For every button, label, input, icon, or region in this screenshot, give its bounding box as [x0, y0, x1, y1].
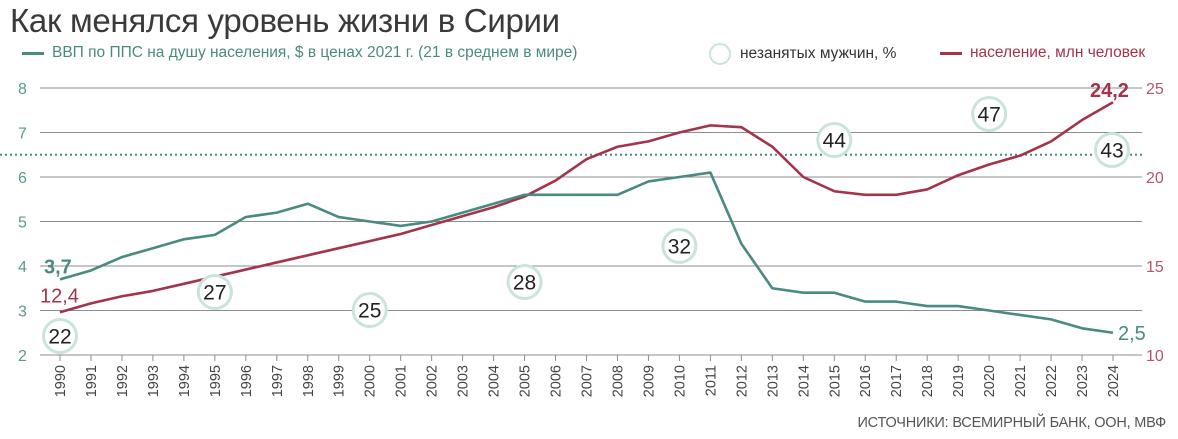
x-tick-label: 2013: [765, 365, 781, 397]
unemployed-circle: [1094, 132, 1130, 168]
gdp-series-line: [59, 171, 1114, 335]
unemployed-value: 25: [358, 300, 381, 323]
x-tick-label: 1997: [270, 365, 286, 397]
legend-unemployed-label: незанятых мужчин, %: [740, 45, 897, 62]
legend-gdp-label: ВВП по ППС на душу населения, $ в ценах …: [52, 44, 578, 61]
unemployed-value: 44: [823, 130, 847, 153]
x-tick-label: 2010: [672, 365, 688, 397]
x-tick-label: 1992: [115, 365, 131, 397]
unemployed-circle: [506, 264, 543, 300]
gdp-line-swatch: [22, 51, 44, 55]
unemployed-circle: [42, 318, 78, 354]
x-tick-label: 1991: [84, 365, 100, 397]
x-tick-label: 2008: [610, 365, 626, 397]
x-tick-label: 2019: [951, 365, 967, 397]
source-note: ИСТОЧНИКИ: ВСЕМИРНЫЙ БАНК, ООН, МВФ: [857, 415, 1166, 431]
x-tick-label: 2006: [549, 365, 565, 397]
x-tick-label: 2023: [1075, 365, 1091, 397]
x-tick-label: 2004: [487, 365, 503, 397]
legend: ВВП по ППС на душу населения, $ в ценах …: [0, 43, 1178, 70]
x-tick-label: 1995: [208, 365, 224, 397]
left-tick-label: 3: [18, 304, 27, 321]
x-tick-label: 2014: [796, 365, 812, 397]
population-line-swatch: [940, 51, 962, 55]
legend-item-population: население, млн человек: [940, 44, 1145, 62]
right-tick-label: 15: [1146, 259, 1164, 276]
x-tick-label: 2020: [982, 365, 998, 397]
left-tick-label: 2: [18, 348, 27, 365]
legend-population-label: население, млн человек: [970, 44, 1146, 61]
x-tick-label: 2005: [518, 365, 534, 397]
left-tick-label: 4: [18, 259, 27, 276]
unemployed-circle: [196, 274, 233, 310]
right-tick-label: 20: [1146, 170, 1164, 187]
population-series-line: [59, 101, 1114, 314]
x-tick-label: 2012: [734, 365, 750, 397]
x-tick-label: 2024: [1106, 365, 1122, 397]
x-tick-label: 2016: [858, 365, 874, 397]
x-tick-label: 1993: [146, 365, 162, 397]
x-tick-label: 1998: [301, 365, 317, 397]
x-tick-label: 2022: [1044, 365, 1060, 397]
x-tick-label: 2007: [580, 365, 596, 397]
legend-item-gdp: ВВП по ППС на душу населения, $ в ценах …: [22, 44, 577, 62]
x-tick-label: 2002: [425, 365, 441, 397]
left-tick-label: 6: [18, 170, 27, 187]
x-tick-label: 2011: [703, 365, 719, 396]
x-tick-label: 1990: [53, 365, 69, 397]
x-tick-label: 2021: [1013, 365, 1029, 397]
gdp-start-label: 3,7: [44, 256, 72, 278]
unemployed-value: 47: [977, 104, 1000, 127]
right-tick-label: 10: [1146, 348, 1164, 365]
gdp-end-label: 2,5: [1118, 323, 1146, 345]
chart-title: Как менялся уровень жизни в Сирии: [10, 2, 560, 39]
unemployed-circle: [971, 96, 1008, 132]
unemployed-value: 43: [1100, 140, 1123, 163]
population-start-label: 12,4: [40, 285, 79, 307]
unemployed-circle: [351, 292, 388, 328]
x-tick-label: 1994: [177, 365, 193, 397]
unemployed-value: 28: [513, 272, 536, 295]
left-tick-label: 5: [18, 215, 27, 232]
circle-swatch: [709, 43, 731, 65]
x-tick-label: 2018: [920, 365, 936, 397]
unemployed-value: 32: [668, 236, 691, 259]
unemployed-circle: [816, 122, 853, 158]
x-tick-label: 1999: [332, 365, 348, 397]
right-tick-label: 25: [1146, 81, 1164, 98]
left-tick-label: 8: [18, 81, 27, 98]
x-tick-label: 2001: [394, 365, 410, 397]
population-end-label: 24,2: [1090, 80, 1129, 102]
left-tick-label: 7: [18, 126, 27, 143]
x-tick-label: 2003: [456, 365, 472, 397]
x-tick-label: 1996: [239, 365, 255, 397]
x-tick-label: 2015: [827, 365, 843, 397]
legend-item-unemployed: незанятых мужчин, %: [709, 43, 896, 65]
x-tick-label: 2000: [363, 365, 379, 397]
unemployed-value: 27: [203, 282, 226, 305]
x-tick-label: 2009: [641, 365, 657, 397]
unemployed-value: 22: [48, 326, 71, 349]
x-tick-label: 2017: [889, 365, 905, 397]
unemployed-circle: [661, 228, 698, 264]
